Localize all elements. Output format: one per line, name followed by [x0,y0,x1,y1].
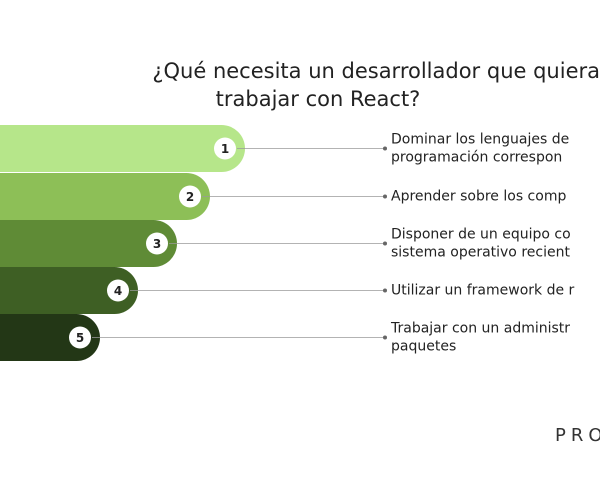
step-text: Dominar los lenguajes de [391,132,569,148]
step-number: 3 [153,237,161,251]
step-text: Utilizar un framework de r [391,283,575,299]
title-line: trabajar con React? [216,87,421,111]
step-text: sistema operativo recient [391,245,570,261]
connector-dot [383,194,387,199]
step-number: 5 [76,331,84,345]
step-number: 4 [114,284,122,298]
step-bar [0,314,100,361]
step-text: Trabajar con un administr [390,321,570,337]
step-text: programación correspon [391,150,562,166]
step-number: 2 [186,190,194,204]
number-badge [107,279,129,302]
number-badge [214,137,236,160]
step-number: 1 [221,142,229,156]
number-badge [179,185,201,208]
step-bar [0,125,245,172]
connector-dot [383,241,387,246]
number-badge [146,232,168,255]
connector-dot [383,146,387,151]
step-bar [0,267,138,314]
number-badge [69,326,91,349]
step-bar [0,220,177,267]
step-text: Disponer de un equipo co [391,227,571,243]
item-list: 1 Dominar los lenguajes de programación co… [0,125,575,361]
title-line: ¿Qué necesita un desarrollador que quier… [152,59,600,83]
connector-dot [383,335,387,340]
connector-dot [383,288,387,293]
step-text: paquetes [391,339,456,355]
step-text: Aprender sobre los comp [391,189,566,205]
brand: PRO [555,425,600,446]
step-bar [0,173,210,220]
